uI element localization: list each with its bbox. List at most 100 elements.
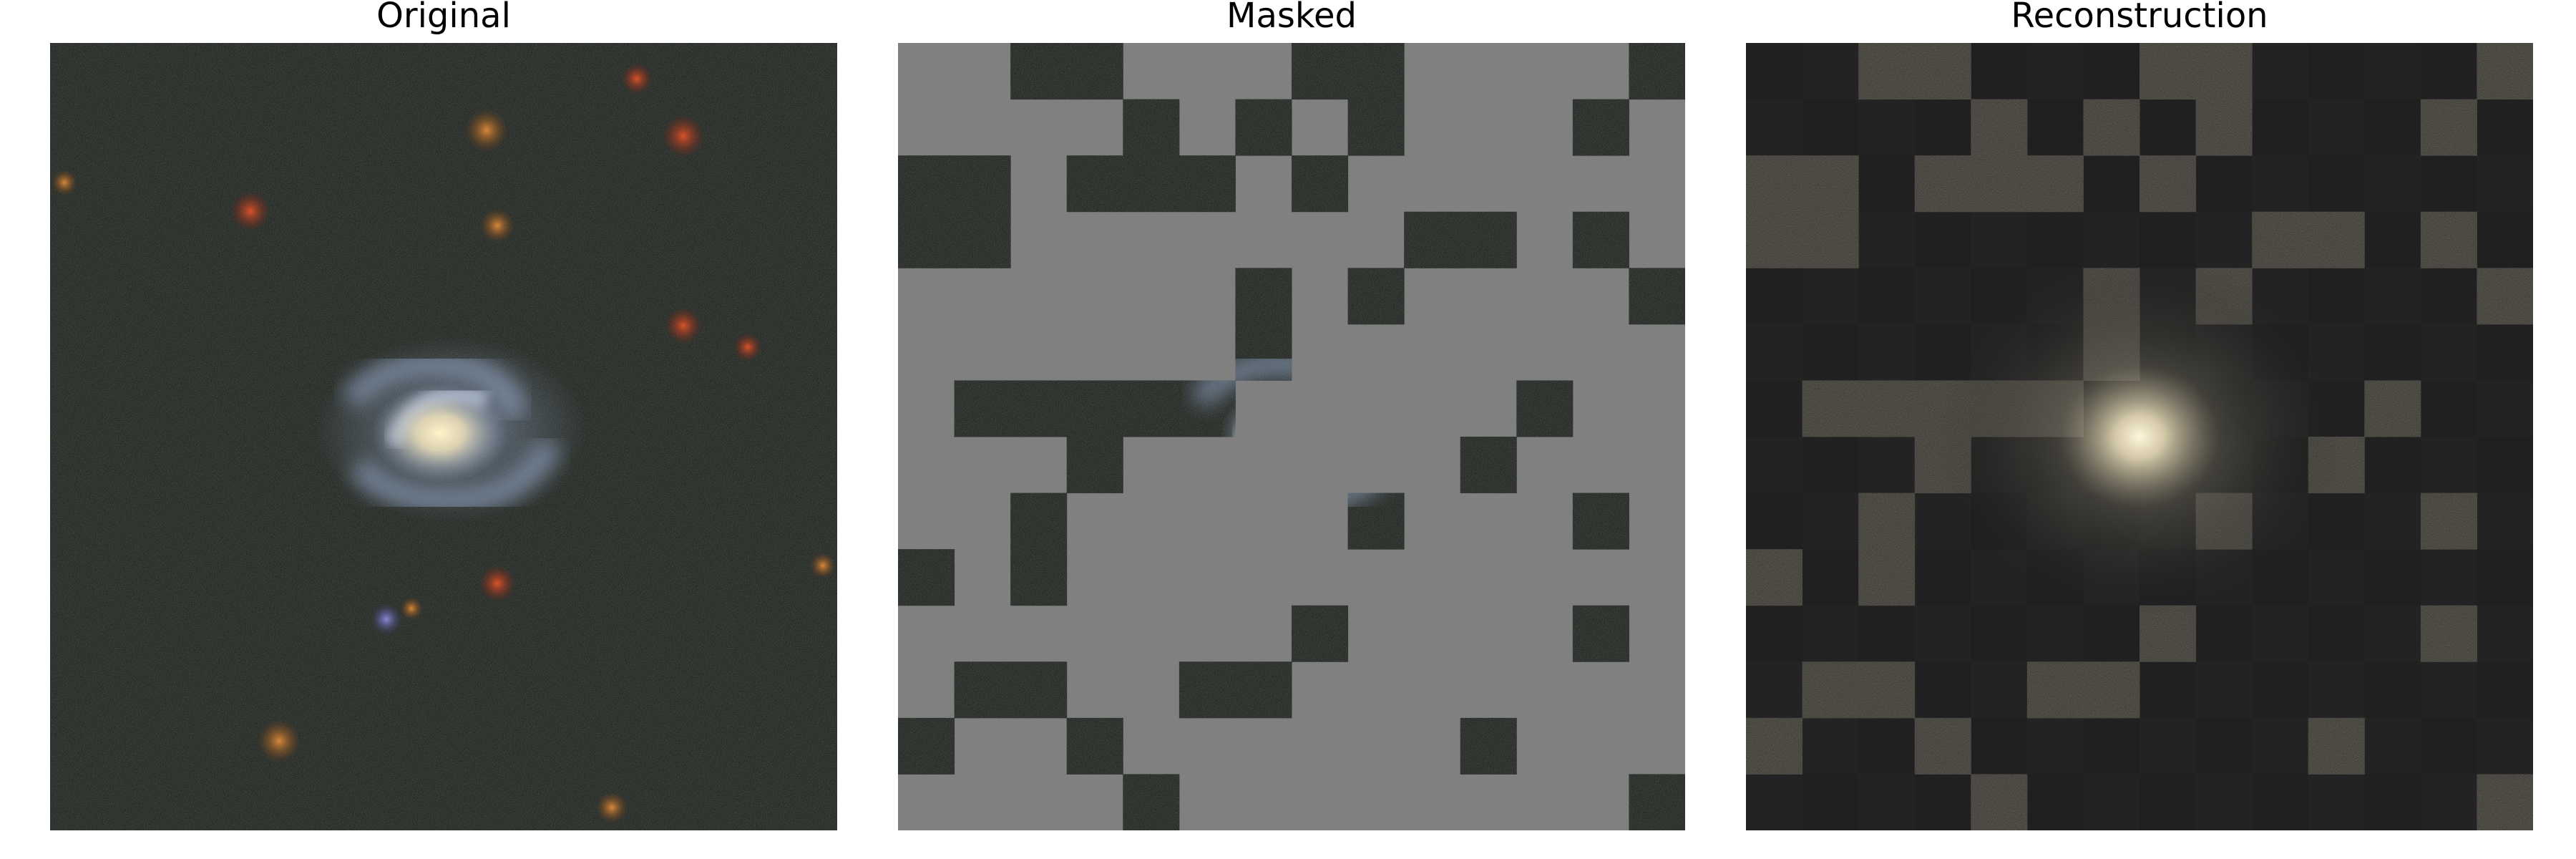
reconstruction-patch [2421,549,2477,606]
reconstruction-patch [1915,661,1971,718]
reconstruction-patch [1802,268,1859,324]
reconstruction-patch [1802,549,1859,606]
reconstruction-patch [1802,606,1859,662]
reconstruction-patch [1971,661,2027,718]
reconstruction-patch [2364,493,2421,550]
reconstruction-patch [2421,661,2477,718]
panel-title-original: Original [50,0,837,36]
reconstruction-patch [1971,718,2027,775]
reconstruction-patch [2196,661,2253,718]
reconstruction-patch [1802,324,1859,381]
reconstruction-patch [1971,43,2027,100]
reconstruction-patch [2477,606,2533,662]
masked-panel [898,43,1685,830]
reconstruction-patch [2477,380,2533,437]
reconstruction-patch [2027,774,2084,830]
reconstruction-patch [2196,718,2253,775]
reconstruction-patch [2364,155,2421,212]
reconstruction-patch [2196,774,2253,830]
reconstruction-patch [1915,268,1971,324]
reconstruction-patch [2308,155,2365,212]
reconstruction-patch [2027,212,2084,268]
reconstruction-patch [2252,661,2308,718]
reconstruction-patch [1746,380,1802,437]
reconstruction-patch [2196,155,2253,212]
reconstruction-patch [1915,774,1971,830]
reconstructed-galaxy [1939,258,2340,616]
reconstruction-patch [2477,549,2533,606]
reconstruction-patch [2477,324,2533,381]
reconstruction-patch [2083,43,2140,100]
reconstruction-patch [1746,268,1802,324]
reconstruction-patch [2308,43,2365,100]
reconstruction-patch [1858,324,1915,381]
reconstruction-patch [2308,606,2365,662]
reconstruction-patch [2252,774,2308,830]
panel-title-reconstruction: Reconstruction [1746,0,2533,36]
reconstruction-patch [2477,493,2533,550]
reconstruction-patch [2196,606,2253,662]
reconstruction-patch [2364,212,2421,268]
reconstruction-patch [2364,324,2421,381]
original-panel [50,43,837,830]
reconstruction-patch [2196,212,2253,268]
reconstruction-patch [2364,437,2421,493]
reconstruction-patch [1802,43,1859,100]
reconstruction-patch [1915,212,1971,268]
reconstruction-patch [2083,774,2140,830]
reconstruction-patch [1858,268,1915,324]
reconstruction-patch [2083,155,2140,212]
reconstruction-patch [1746,437,1802,493]
reconstruction-patch [2308,549,2365,606]
reconstruction-patch [2421,380,2477,437]
reconstruction-patch [2477,661,2533,718]
reconstruction-patch [1802,774,1859,830]
reconstruction-patch [1746,661,1802,718]
reconstruction-patch [1802,493,1859,550]
reconstruction-patch [2364,100,2421,156]
reconstruction-patch [2252,100,2308,156]
reconstruction-patch [1915,100,1971,156]
reconstruction-patch [2421,43,2477,100]
reconstruction-patch [1802,100,1859,156]
reconstruction-patch [2477,718,2533,775]
original-image [50,43,837,830]
reconstruction-patch [2140,661,2196,718]
reconstruction-patch [1858,718,1915,775]
reconstruction-patch [1802,437,1859,493]
reconstruction-patch [2252,43,2308,100]
reconstruction-patch [2421,268,2477,324]
reconstruction-patch [1971,212,2027,268]
reconstruction-patch [2421,718,2477,775]
reconstruction-patch [2421,437,2477,493]
reconstruction-patch [2364,549,2421,606]
reconstruction-patch [2308,100,2365,156]
masked-image [898,43,1685,830]
reconstruction-patch [1746,324,1802,381]
reconstruction-patch [1746,774,1802,830]
reconstruction-patch [2308,268,2365,324]
reconstruction-patch [2477,100,2533,156]
reconstruction-patch [1858,155,1915,212]
reconstruction-patch [2083,718,2140,775]
reconstruction-patch [1746,606,1802,662]
spiral-galaxy [315,336,587,523]
panel-title-masked: Masked [898,0,1685,36]
reconstruction-patch [1858,437,1915,493]
reconstruction-patch [2140,774,2196,830]
reconstruction-patch [1915,606,1971,662]
reconstruction-patch [1971,606,2027,662]
reconstruction-patch [2140,718,2196,775]
reconstruction-patch [2364,718,2421,775]
reconstruction-patch [1746,43,1802,100]
reconstruction-patch [1858,774,1915,830]
reconstruction-patch [1746,493,1802,550]
reconstruction-panel [1746,43,2533,830]
reconstruction-patch [2252,718,2308,775]
reconstruction-patch [2308,661,2365,718]
reconstruction-patch [2027,100,2084,156]
reconstruction-patch [2421,324,2477,381]
reconstruction-patch [1858,606,1915,662]
reconstruction-patch [2252,606,2308,662]
reconstruction-patch [1858,100,1915,156]
